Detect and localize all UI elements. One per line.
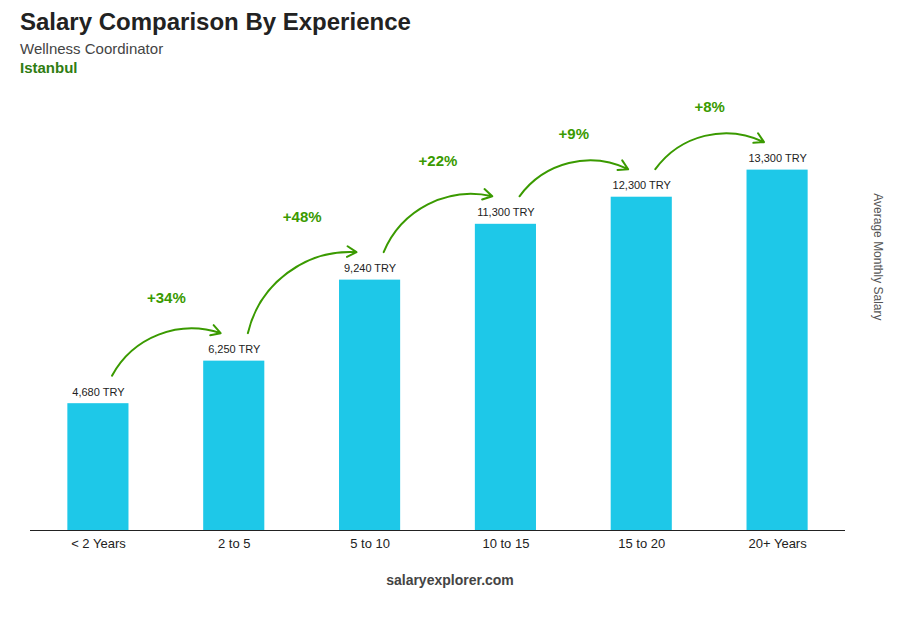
svg-text:6,250 TRY: 6,250 TRY — [208, 343, 261, 355]
svg-text:9,240 TRY: 9,240 TRY — [344, 262, 397, 274]
html-text:Wellness Coordinator: Wellness Coordinator — [20, 40, 164, 57]
svg-text:+48%: +48% — [283, 208, 322, 225]
svg-text:15 to 20: 15 to 20 — [618, 536, 665, 551]
svg-text:12,300 TRY: 12,300 TRY — [613, 179, 672, 191]
html-text:salaryexplorer.com: salaryexplorer.com — [386, 572, 514, 588]
html-text:Istanbul: Istanbul — [20, 59, 78, 76]
svg-text:5 to 10: 5 to 10 — [350, 536, 390, 551]
svg-text:+34%: +34% — [147, 289, 186, 306]
svg-text:20+ Years: 20+ Years — [748, 536, 807, 551]
svg-text:13,300 TRY: 13,300 TRY — [748, 152, 807, 164]
svg-text:10 to 15: 10 to 15 — [482, 536, 529, 551]
svg-text:+9%: +9% — [559, 125, 589, 142]
svg-text:< 2 Years: < 2 Years — [71, 536, 126, 551]
svg-text:11,300 TRY: 11,300 TRY — [477, 206, 535, 218]
html-text:Salary Comparison By Experienc: Salary Comparison By Experience — [20, 8, 411, 35]
svg-text:4,680 TRY: 4,680 TRY — [72, 386, 125, 398]
svg-text:+22%: +22% — [419, 152, 458, 169]
svg-text:+8%: +8% — [694, 98, 724, 115]
svg-text:Average Monthly Salary: Average Monthly Salary — [871, 193, 885, 320]
svg-text:2 to 5: 2 to 5 — [218, 536, 251, 551]
